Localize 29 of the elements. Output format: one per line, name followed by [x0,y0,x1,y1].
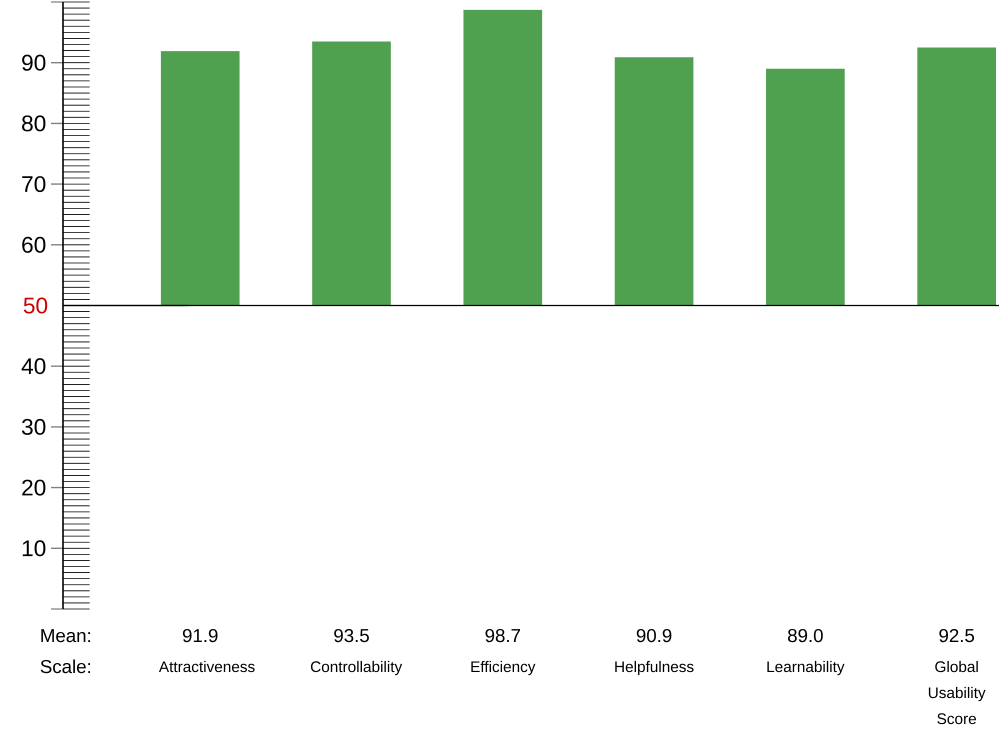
bar [463,10,542,306]
bar [917,48,996,306]
y-tick-label: 20 [22,480,46,496]
data-label: 92.5 [939,628,974,642]
data-label: 89.0 [788,628,823,642]
text: Scale: [40,659,90,674]
bar [312,41,391,306]
x-tick-label: Learnability [767,660,845,676]
data-label: 91.9 [182,628,218,642]
y-tick-label: 30 [22,418,46,435]
text: Mean: [41,629,90,642]
y-tick-label: 10 [22,540,46,556]
data-label: 93.5 [334,628,369,642]
bar [766,68,845,306]
y-tick-label: 40 [22,358,46,374]
x-tick-label: Efficiency [471,660,536,676]
bar [614,57,694,306]
x-tick-label: Attractiveness [158,660,255,672]
y-tick-label: 90 [22,54,46,71]
x-tick-label: Controllability [310,660,402,676]
x-tick-label: Global Usability Score [928,660,986,724]
ref-line-label: 50 [24,297,48,314]
y-tick-label: 60 [22,236,46,253]
y-tick-label: 80 [22,115,46,132]
y-tick-label: 70 [22,176,46,192]
data-label: 90.9 [636,628,672,642]
data-label: 98.7 [486,628,520,642]
x-tick-label: Helpfulness [615,660,694,676]
bar [160,51,240,306]
